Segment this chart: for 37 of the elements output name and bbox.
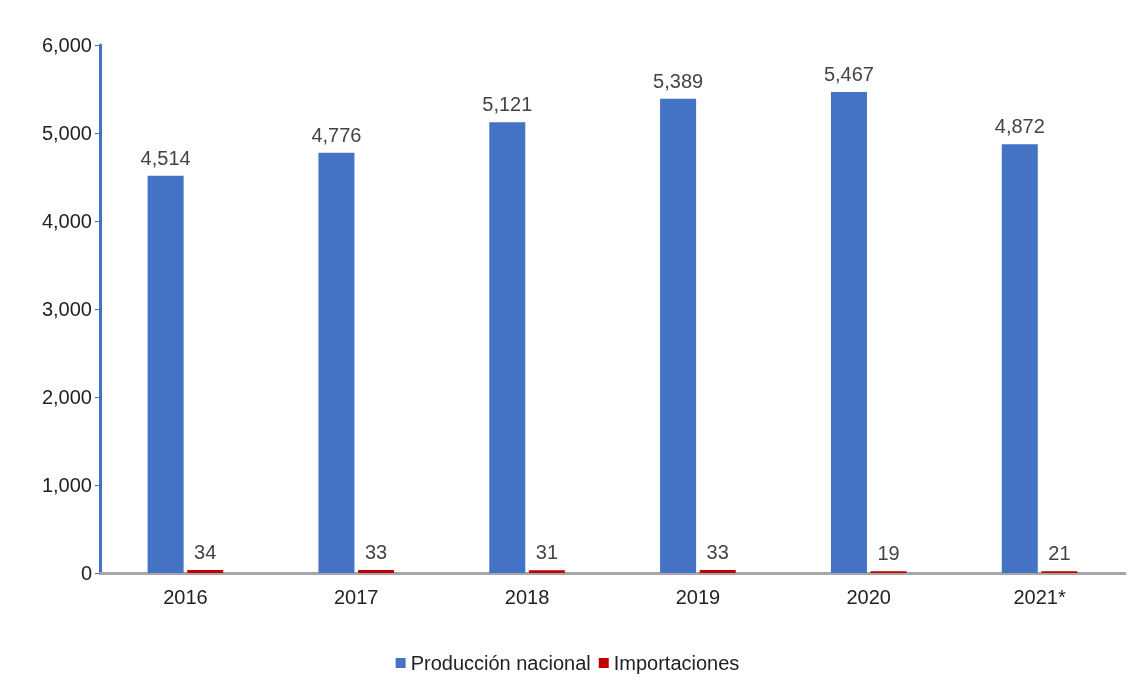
- x-tick-label: 2018: [504, 586, 550, 608]
- x-tick-label: 2019: [675, 586, 721, 608]
- data-label: 5,467: [823, 62, 874, 85]
- data-label: 33: [364, 541, 388, 564]
- bar: [528, 570, 565, 573]
- data-label: 5,121: [482, 93, 533, 116]
- data-label: 21: [1048, 542, 1071, 565]
- bar: [187, 570, 224, 573]
- y-tick-label: 0: [80, 562, 92, 584]
- data-label: 4,776: [311, 123, 362, 146]
- data-label: 33: [706, 541, 729, 564]
- x-tick-label: 2021*: [1013, 586, 1066, 608]
- y-tick-label: 5,000: [41, 122, 92, 144]
- legend-label: Producción nacional: [410, 652, 591, 674]
- bar: [318, 152, 355, 573]
- y-tick-label: 3,000: [41, 298, 92, 320]
- data-label: 19: [877, 542, 900, 565]
- data-label: 31: [535, 541, 559, 564]
- bar: [147, 175, 184, 573]
- bar: [358, 570, 395, 573]
- y-tick-label: 2,000: [41, 386, 92, 408]
- bar: [830, 91, 867, 573]
- data-label: 4,514: [140, 146, 191, 169]
- x-tick-label: 2020: [846, 586, 891, 608]
- y-tick-label: 6,000: [41, 34, 92, 56]
- data-label: 5,389: [653, 69, 704, 92]
- y-tick-label: 4,000: [41, 210, 92, 232]
- legend-label: Importaciones: [613, 652, 740, 674]
- bar: [660, 98, 697, 573]
- y-tick-label: 1,000: [41, 474, 92, 496]
- bar: [699, 570, 736, 573]
- x-tick-label: 2017: [334, 586, 379, 608]
- x-tick-label: 2016: [163, 586, 208, 608]
- bar: [489, 122, 526, 573]
- data-label: 34: [194, 541, 217, 564]
- bar: [1001, 144, 1038, 573]
- data-label: 4,872: [994, 115, 1045, 138]
